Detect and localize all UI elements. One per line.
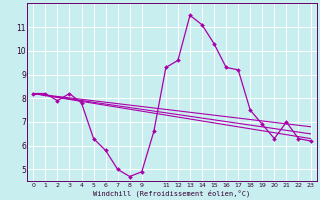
X-axis label: Windchill (Refroidissement éolien,°C): Windchill (Refroidissement éolien,°C) [93, 189, 251, 197]
